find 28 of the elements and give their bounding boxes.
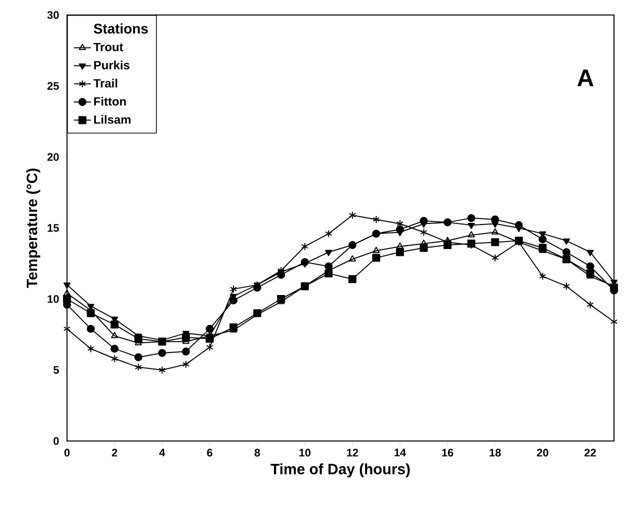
x-tick-label: 16 — [442, 448, 454, 457]
y-tick-label: 15 — [48, 224, 59, 232]
x-tick-label: 6 — [207, 448, 212, 457]
y-tick-label: 10 — [48, 295, 59, 303]
legend-label: Purkis — [94, 60, 130, 70]
y-tick-label: 25 — [47, 82, 59, 90]
legend-title: Stations — [94, 23, 148, 34]
y-tick-label: 30 — [47, 11, 59, 19]
y-tick-label: 5 — [53, 366, 59, 374]
x-tick-label: 18 — [490, 448, 501, 457]
annotation: A — [577, 70, 594, 86]
x-tick-label: 2 — [112, 448, 118, 456]
x-tick-label: 22 — [584, 448, 596, 456]
x-axis-title: Time of Day (hours) — [270, 463, 410, 478]
x-tick-label: 0 — [64, 448, 70, 457]
legend-label: Trail — [94, 78, 118, 88]
x-tick-label: 4 — [159, 448, 166, 456]
y-axis-title: Temperature (°C) — [26, 168, 40, 288]
legend-label: Fitton — [94, 96, 126, 106]
legend-label: Trout — [94, 42, 124, 52]
legend-label: Lilsam — [94, 115, 131, 124]
y-tick-label: 0 — [54, 437, 59, 445]
x-tick-label: 10 — [299, 448, 310, 457]
x-tick-label: 14 — [394, 448, 406, 456]
x-tick-label: 12 — [346, 448, 358, 456]
x-tick-label: 8 — [254, 448, 260, 457]
x-tick-label: 20 — [536, 448, 548, 457]
y-tick-label: 20 — [47, 153, 59, 161]
